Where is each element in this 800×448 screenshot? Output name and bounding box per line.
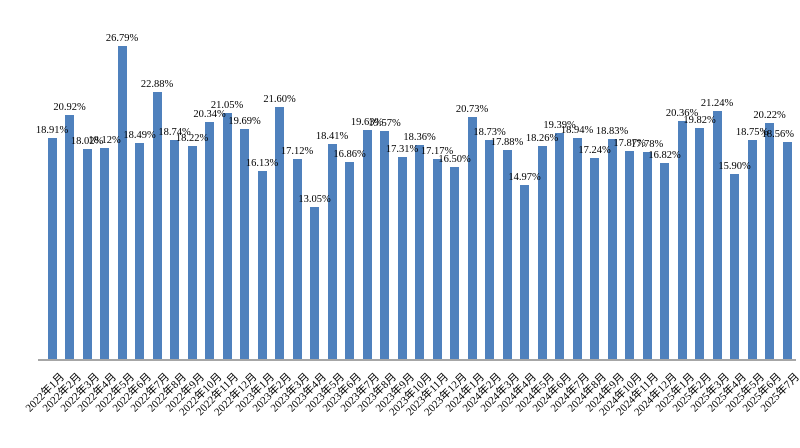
bar [502,150,512,360]
bar-value-label: 17.78% [630,138,664,150]
bar [467,117,477,360]
bar [65,114,74,360]
bar [712,111,722,360]
bar [555,132,564,360]
bar-value-label: 19.82% [683,114,716,126]
bar-value-label: 20.73% [455,104,489,116]
bar [660,162,669,360]
bar-value-label: 18.73% [473,127,506,139]
bar-value-label: 18.83% [595,126,629,138]
bar-value-label: 20.92% [53,101,86,113]
bar-value-label: 16.82% [648,149,681,161]
bar [765,123,774,360]
bar [450,166,459,360]
bar [292,159,302,360]
bar [607,139,617,360]
bar [730,173,739,360]
bar [82,148,92,360]
bar-value-label: 17.24% [578,144,611,156]
bar [537,145,547,360]
bar-value-label: 20.22% [753,110,786,122]
bar-value-label: 15.90% [718,160,751,172]
bar [47,138,57,360]
bar-value-label: 19.63% [350,116,384,128]
bar-value-label: 18.12% [88,134,121,146]
bar-value-label: 18.91% [35,125,69,137]
x-axis-line [38,359,796,361]
bar [240,129,249,360]
bar-value-label: 18.22% [175,133,209,145]
bar [485,140,494,360]
bar-value-label: 19.69% [228,116,261,128]
bar-value-label: 21.60% [263,93,296,105]
bar [747,140,757,360]
bar-value-label: 18.94% [560,125,594,137]
bar-value-label: 20.34% [193,108,226,120]
bar-value-label: 19.57% [368,117,401,129]
bar [397,157,407,360]
bar-value-label: 18.56% [761,129,794,141]
bar-value-label: 17.87% [613,137,646,149]
bar-value-label: 17.12% [280,146,314,158]
bar [345,162,354,360]
bar-value-label: 26.79% [105,33,139,45]
bar-value-label: 13.05% [298,194,331,206]
bar-value-label: 22.88% [140,78,174,90]
bar [205,121,214,360]
bar [257,170,267,360]
bar [572,138,582,360]
bar-value-label: 21.05% [210,100,244,112]
bar-value-label: 17.88% [490,137,524,149]
bar [152,91,162,360]
bar-value-label: 18.75% [735,127,769,139]
bar [642,151,652,360]
bar [415,144,424,360]
bar-value-label: 16.86% [333,149,366,161]
bar [187,146,197,360]
bar [310,207,319,360]
bar-value-label: 17.17% [420,145,454,157]
bar-value-label: 20.36% [665,108,699,120]
bar-value-label: 18.02% [70,135,104,147]
bar [590,157,599,360]
bar-value-label: 17.31% [385,144,419,156]
bar [135,143,144,360]
bar-value-label: 18.49% [123,130,156,142]
bar [327,144,337,360]
bar [275,106,284,360]
bar-value-label: 18.41% [315,131,349,143]
bar-value-label: 18.26% [525,132,559,144]
bar-value-label: 18.74% [158,127,191,139]
bar-value-label: 19.39% [543,119,576,131]
bar [222,113,232,360]
bar [520,184,529,360]
bar [432,158,442,360]
bar [100,147,109,360]
bar [625,150,634,360]
bar [782,142,792,360]
bar [380,130,389,360]
bar [677,121,687,360]
bar [117,46,127,360]
bar [362,129,372,360]
bar [170,140,179,360]
bar-value-label: 18.36% [403,131,436,143]
bar-value-label: 14.97% [508,171,541,183]
bar-value-label: 16.13% [245,157,279,169]
bar-value-label: 21.24% [700,98,734,110]
bar-value-label: 16.50% [438,153,471,165]
bar [695,127,704,360]
